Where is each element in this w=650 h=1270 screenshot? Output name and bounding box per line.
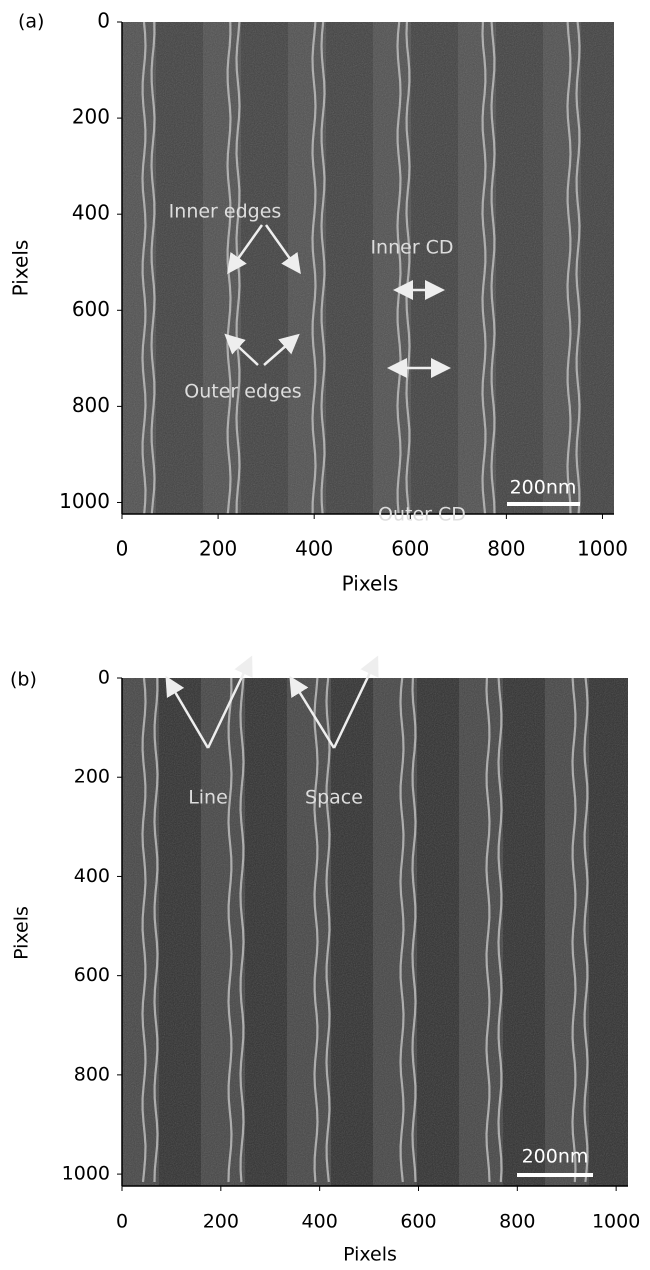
annotation: Space	[305, 787, 363, 809]
x-tick-label: 200	[203, 1211, 239, 1233]
annotation: Inner edges	[169, 201, 282, 223]
panel-label: (a)	[18, 11, 44, 33]
y-tick-label: 200	[72, 105, 110, 129]
x-tick-label: 400	[295, 537, 333, 561]
x-tick-label: 0	[116, 1211, 128, 1233]
arrow	[332, 655, 379, 749]
y-tick-label: 400	[72, 201, 110, 225]
y-tick-label: 600	[72, 297, 110, 321]
y-tick-label: 0	[98, 667, 110, 689]
arrow	[289, 675, 336, 749]
y-tick-label: 600	[74, 964, 110, 986]
annotation: Outer CD	[378, 504, 466, 526]
y-tick-label: 1000	[59, 489, 110, 513]
scale-bar-label: 200nm	[510, 477, 577, 499]
x-axis-label: Pixels	[343, 1244, 397, 1266]
y-tick-label: 0	[97, 9, 110, 33]
y-axis-label: Pixels	[11, 906, 33, 960]
x-tick-label: 1000	[577, 537, 628, 561]
y-tick-label: 400	[74, 865, 110, 887]
arrow	[263, 333, 300, 366]
sem-image	[122, 678, 628, 1186]
sem-image	[122, 22, 614, 514]
annotation: Inner CD	[370, 237, 453, 259]
arrow	[264, 224, 301, 275]
y-tick-label: 1000	[62, 1163, 110, 1185]
x-tick-label: 0	[116, 537, 129, 561]
arrow	[206, 655, 253, 749]
noise	[122, 22, 614, 514]
y-tick-label: 800	[74, 1063, 110, 1085]
y-tick-label: 200	[74, 766, 110, 788]
arrow	[227, 224, 264, 275]
x-tick-label: 800	[499, 1211, 535, 1233]
x-tick-label: 200	[199, 537, 237, 561]
panel-label: (b)	[10, 669, 37, 691]
arrow	[165, 675, 210, 749]
y-tick-label: 800	[72, 393, 110, 417]
annotation: Line	[188, 787, 228, 809]
y-axis-label: Pixels	[9, 240, 33, 297]
arrow	[224, 333, 259, 366]
noise	[122, 678, 628, 1186]
x-tick-label: 600	[391, 537, 429, 561]
x-tick-label: 400	[302, 1211, 338, 1233]
x-tick-label: 1000	[592, 1211, 640, 1233]
x-tick-label: 800	[487, 537, 525, 561]
x-tick-label: 600	[400, 1211, 436, 1233]
annotation: Outer edges	[184, 381, 301, 403]
x-axis-label: Pixels	[342, 572, 399, 596]
scale-bar-label: 200nm	[522, 1146, 589, 1168]
